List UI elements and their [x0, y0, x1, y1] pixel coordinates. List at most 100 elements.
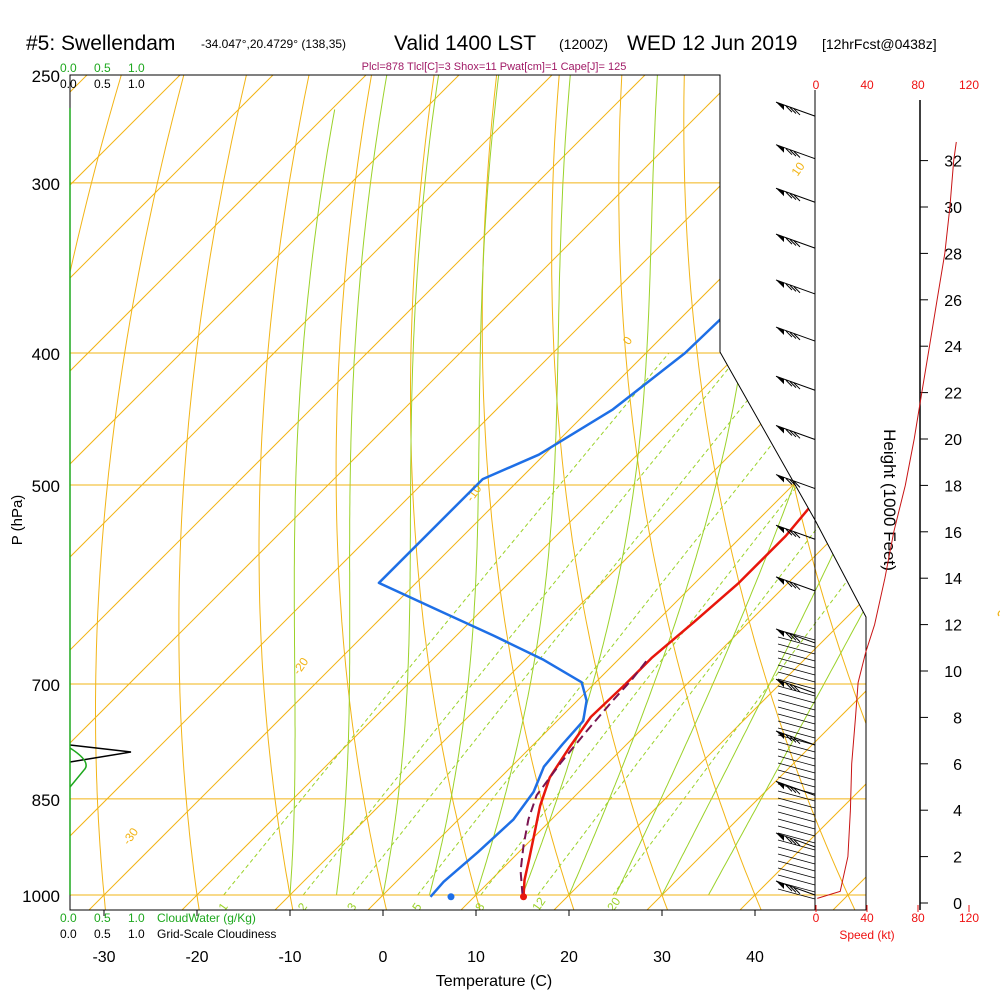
moist-adiabat-line	[475, 75, 587, 896]
temp-tick-label: -10	[278, 949, 301, 966]
barb-staff	[775, 233, 816, 249]
low-level-barb	[777, 888, 816, 900]
dry-adiabat-label: 30	[994, 600, 1000, 624]
low-level-barb	[777, 685, 816, 697]
barb-staff	[775, 144, 816, 160]
low-level-barb	[777, 720, 816, 732]
barb-feather	[793, 737, 801, 745]
low-level-barb	[777, 839, 816, 851]
barb-flag	[776, 525, 784, 534]
low-level-barb	[777, 755, 816, 767]
cl-top-1: 0.5	[94, 77, 111, 91]
dry-adiabat-line	[683, 75, 862, 910]
cloudiness-trace	[69, 744, 132, 763]
barb-flag	[776, 474, 784, 483]
moist-adiabat-line	[708, 75, 866, 896]
barb-staff	[775, 279, 816, 295]
height-axis-title: Height (1000 Feet)	[880, 429, 899, 571]
wind-barb	[775, 187, 816, 203]
moist-adiabat-line	[429, 75, 519, 896]
low-level-barb	[777, 657, 816, 669]
barb-feather	[789, 581, 797, 589]
low-level-barb	[777, 643, 816, 655]
barb-feather	[793, 685, 801, 693]
speed-top-3: 120	[959, 78, 979, 92]
dry-adiabat-line	[258, 75, 340, 910]
barb-staff	[775, 576, 816, 592]
barb-flag	[776, 628, 784, 637]
low-level-barb	[777, 713, 816, 725]
isotherm-line	[167, 75, 866, 910]
pressure-tick-label: 400	[32, 345, 60, 364]
barb-feather	[793, 151, 801, 158]
height-tick-label: 8	[953, 710, 962, 727]
barb-flag	[776, 376, 784, 385]
low-level-barb	[777, 846, 816, 858]
station-title: #5: Swellendam	[26, 32, 175, 55]
barb-feather	[793, 333, 801, 341]
temp-tick-label: -30	[92, 949, 115, 966]
moist-adiabat-line	[522, 75, 669, 896]
barb-feather	[793, 531, 801, 539]
wind-barb	[775, 279, 816, 295]
isotherm-line	[70, 75, 866, 910]
dry-adiabat-line	[70, 75, 164, 910]
barb-staff	[775, 101, 816, 117]
wind-barb	[775, 233, 816, 249]
mixing-ratio-label: 5	[409, 900, 424, 914]
pressure-tick-label: 1000	[22, 887, 60, 906]
speed-axis-title: Speed (kt)	[839, 928, 894, 942]
barb-feather	[793, 583, 801, 591]
low-level-barb	[777, 671, 816, 683]
height-tick-label: 10	[944, 664, 962, 681]
wind-barb	[775, 375, 816, 391]
low-level-barb	[777, 650, 816, 662]
low-level-barb	[777, 881, 816, 893]
dry-adiabat-line	[178, 75, 281, 910]
wind-barb	[775, 576, 816, 592]
low-level-barb	[777, 783, 816, 795]
barb-feather	[785, 884, 793, 892]
cloud-water-label: CloudWater (g/Kg)	[157, 911, 256, 925]
sounding-profiles	[69, 108, 866, 901]
low-level-barb	[777, 706, 816, 718]
wind-barb	[775, 425, 816, 440]
barb-staff	[775, 326, 816, 342]
pressure-tick-label: 500	[32, 477, 60, 496]
barb-feather	[789, 193, 797, 200]
wind-speed-line	[817, 141, 957, 899]
barb-flag	[776, 576, 784, 585]
temp-tick-label: 0	[379, 949, 388, 966]
low-level-barb	[777, 797, 816, 809]
barb-feather	[785, 632, 793, 640]
isotherm-line	[70, 75, 499, 910]
barb-feather	[789, 430, 797, 438]
barb-feather	[793, 382, 801, 390]
barb-flag	[776, 781, 784, 790]
cl-top-0: 0.0	[60, 77, 77, 91]
wind-barb	[775, 144, 816, 160]
wind-barb	[775, 678, 816, 694]
barb-feather	[785, 528, 793, 536]
cw-bot-1: 0.5	[94, 911, 111, 925]
wind-barb	[775, 524, 816, 540]
low-level-barb	[777, 867, 816, 879]
isotherm-line	[260, 75, 866, 910]
grid-clip: 1 2 3 5 8 12 20	[70, 75, 866, 914]
low-level-barb	[777, 860, 816, 872]
speed-top-1: 40	[860, 78, 874, 92]
y-axis-title: P (hPa)	[9, 495, 26, 546]
barb-feather	[785, 237, 793, 245]
low-level-barb	[777, 804, 816, 816]
cloud-water-scale-top: 0.0 0.5 1.0 0.0 0.5 1.0	[60, 61, 145, 91]
barb-feather	[785, 148, 793, 156]
low-level-barb	[777, 741, 816, 753]
profile-clip	[377, 108, 866, 898]
barb-feather	[785, 191, 793, 199]
low-level-barb	[777, 692, 816, 704]
low-level-barb	[777, 818, 816, 830]
axes: 250 300 400 500 700 850 1000 -30 -20 -10 0 10 20 30 40	[22, 67, 764, 966]
cl-bot-0: 0.0	[60, 927, 77, 941]
